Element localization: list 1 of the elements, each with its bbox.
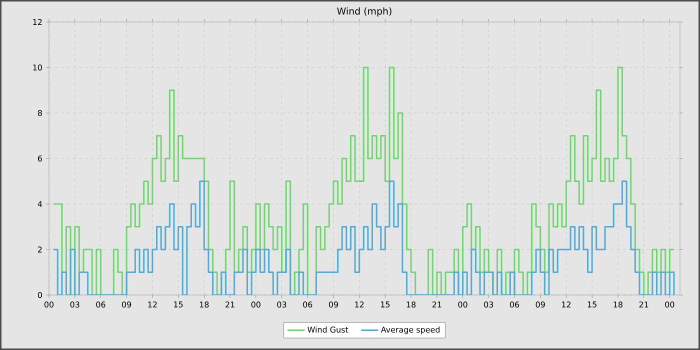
chart-title: Wind (mph)	[337, 7, 392, 16]
